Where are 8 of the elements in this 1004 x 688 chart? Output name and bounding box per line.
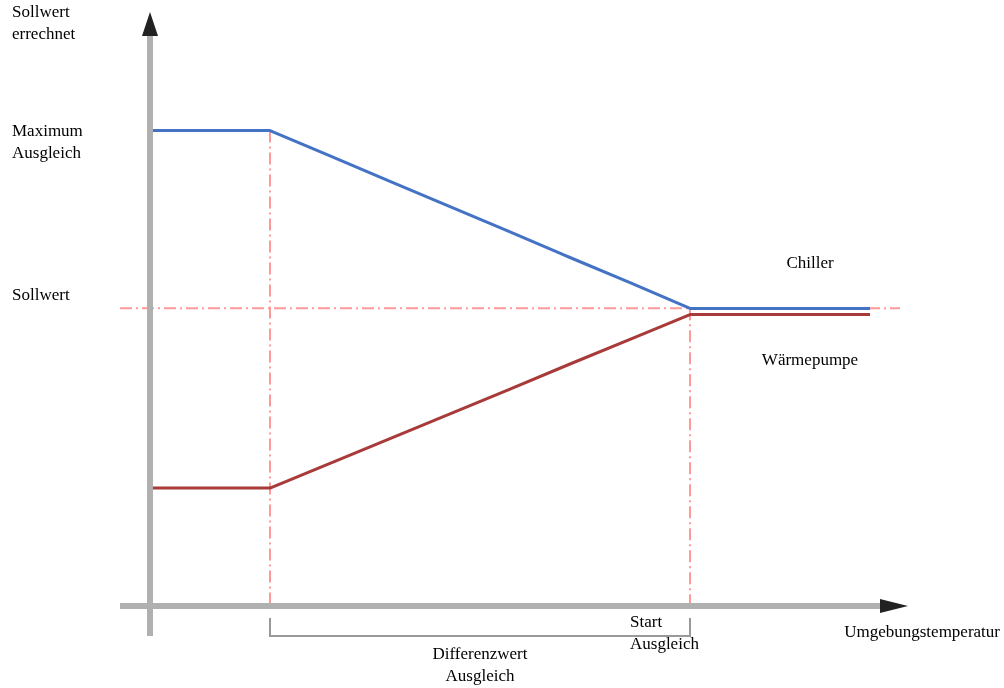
text: Start Ausgleich xyxy=(630,612,700,653)
text: Maximum Ausgleich xyxy=(12,120,83,162)
x-axis-title: Umgebungstemperatur xyxy=(844,622,1001,641)
text: Wärmepumpe xyxy=(761,349,859,369)
text: Differenzwert Ausgleich xyxy=(432,644,528,685)
text: Sollwert errechnet xyxy=(12,2,76,43)
ref-line-label: Sollwert xyxy=(12,285,70,305)
text: Chiller xyxy=(786,253,834,273)
